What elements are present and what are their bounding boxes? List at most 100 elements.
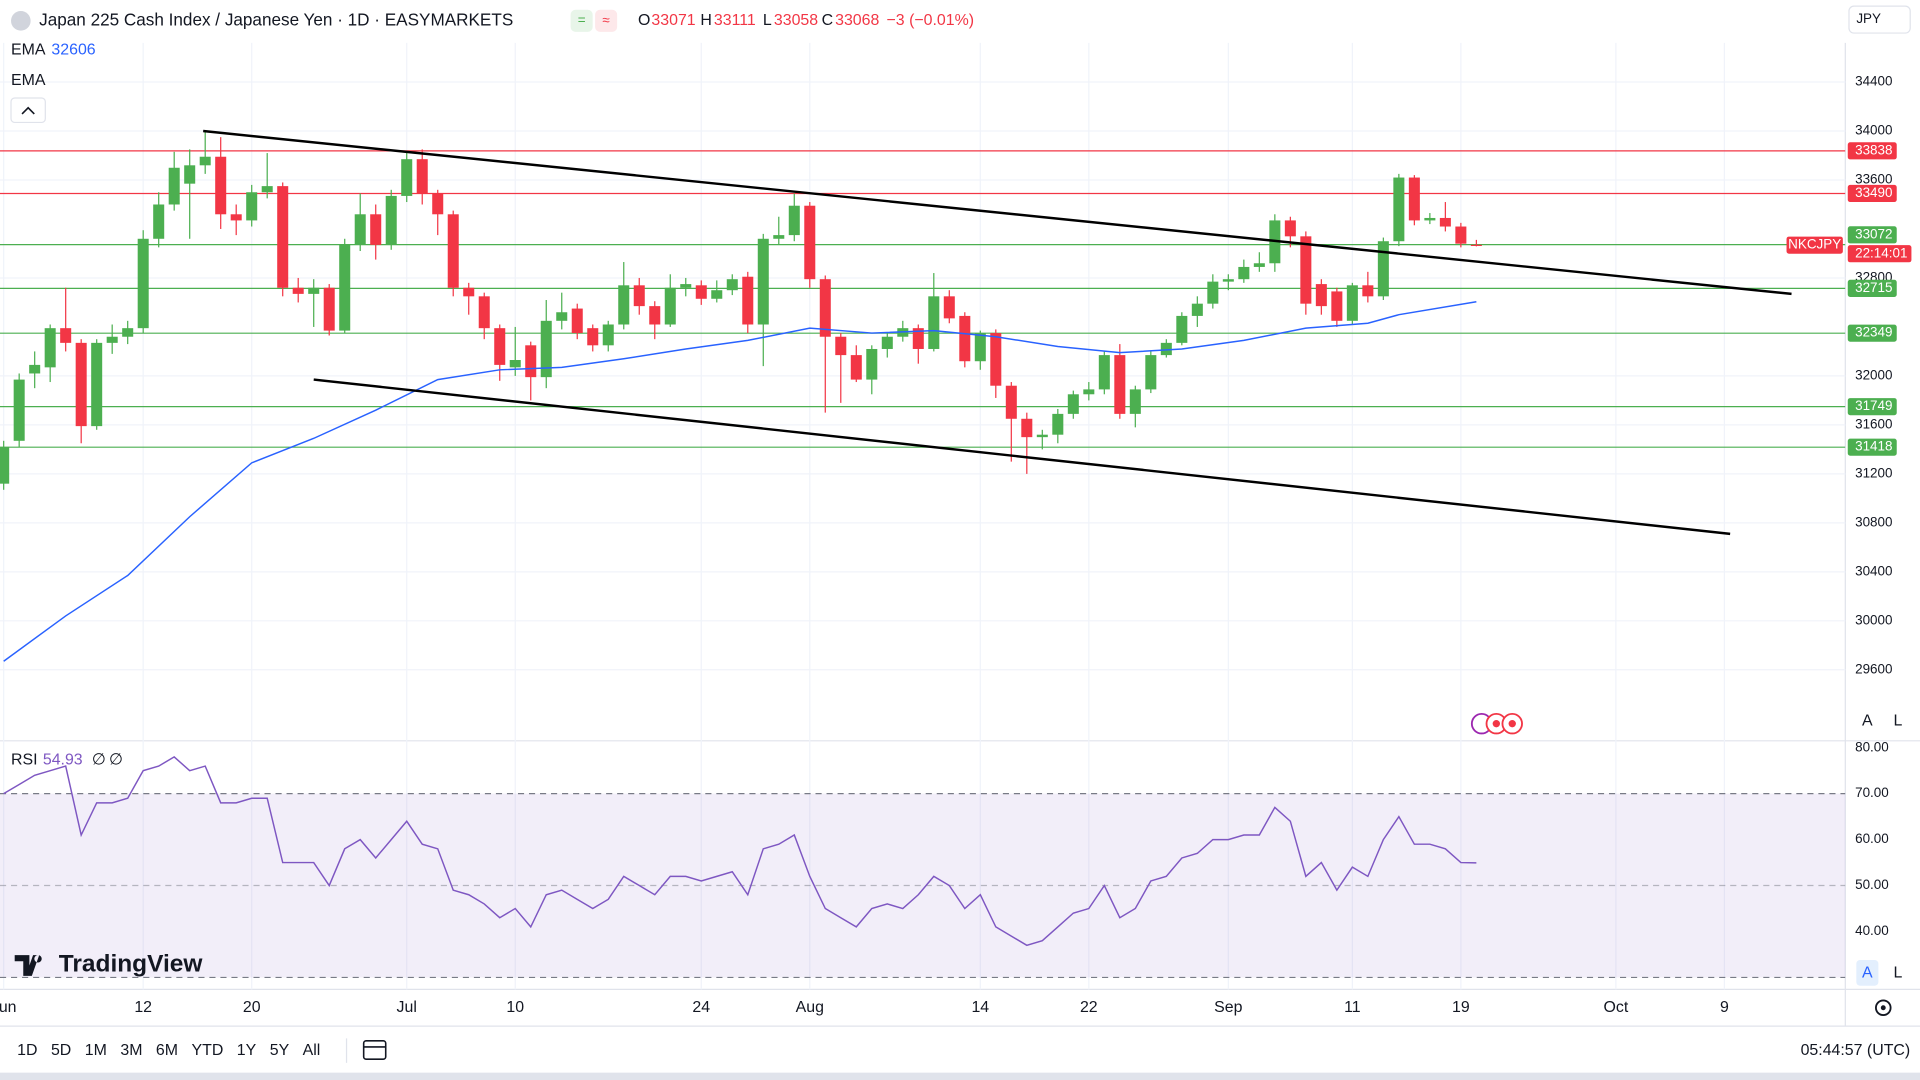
candle-body <box>680 284 692 288</box>
candle-body <box>928 296 940 349</box>
x-tick-label: Sep <box>1214 999 1242 1016</box>
level-label-box <box>1847 398 1897 416</box>
indicator-value: 32606 <box>51 41 95 58</box>
range-button[interactable]: All <box>303 1042 321 1059</box>
collapse-button[interactable] <box>10 97 46 124</box>
candle-body <box>91 342 103 427</box>
candle-body <box>943 296 955 319</box>
level-label-box <box>1847 324 1897 342</box>
candle-body <box>1470 244 1482 246</box>
candle-body <box>122 328 134 337</box>
sell-button[interactable] <box>595 9 618 32</box>
candle-body <box>1408 177 1420 221</box>
candle-body <box>370 214 382 245</box>
candle-body <box>432 193 444 215</box>
x-tick-label: 11 <box>1344 999 1361 1016</box>
candle-body <box>339 244 351 331</box>
ohlc-label: L <box>763 12 772 29</box>
candle-body <box>571 308 583 334</box>
buy-button[interactable] <box>570 9 593 32</box>
event-dot <box>1508 720 1516 728</box>
x-tick-label: 10 <box>506 999 524 1016</box>
y-tick-label: 29600 <box>1855 661 1892 676</box>
level-label: 33072 <box>1855 226 1892 241</box>
candle-body <box>230 214 242 221</box>
candle-body <box>990 333 1002 386</box>
candle-body <box>1145 355 1157 390</box>
y-tick-label: 30800 <box>1855 514 1892 529</box>
candle-body <box>1052 413 1064 435</box>
trend-line <box>203 129 1792 296</box>
x-tick-label: 19 <box>1452 999 1470 1016</box>
indicator-name: EMA <box>11 41 46 58</box>
range-button[interactable]: 5D <box>51 1042 71 1059</box>
range-button[interactable]: 6M <box>156 1042 178 1059</box>
currency-button[interactable] <box>1848 5 1911 34</box>
candle-body <box>60 328 72 343</box>
countdown: 22:14:01 <box>1855 245 1907 260</box>
level-label: 31749 <box>1855 398 1892 413</box>
symbol-tag-box <box>1786 236 1843 254</box>
candle-body <box>618 285 630 325</box>
candle-body <box>556 312 568 321</box>
auto-scale-button[interactable]: A <box>1862 965 1873 982</box>
level-label-box <box>1847 279 1897 297</box>
candle-body <box>711 290 723 299</box>
candle-body <box>1362 285 1374 297</box>
axes: Jun 12 20 Jul 10 24 Aug 14 22 Sep 11 19 Oct 9 29600 300… <box>0 74 1912 1016</box>
level-label: 33838 <box>1855 142 1892 157</box>
grid <box>0 42 1846 990</box>
x-tick-label: 20 <box>243 999 261 1016</box>
calendar-icon[interactable] <box>362 1040 387 1060</box>
range-button[interactable]: 1D <box>17 1042 37 1059</box>
candle-body <box>1315 284 1327 307</box>
auto-scale-button[interactable]: A <box>1862 712 1873 729</box>
ohlc-value: 33111 <box>714 12 756 29</box>
candle-body <box>1207 281 1219 304</box>
candle-body <box>308 287 320 294</box>
level-label: 33490 <box>1855 185 1892 200</box>
range-button[interactable]: 5Y <box>270 1042 290 1059</box>
range-button[interactable]: 3M <box>120 1042 142 1059</box>
candle-body <box>137 238 149 329</box>
candle-body <box>959 315 971 362</box>
ohlc-label: C <box>822 12 834 29</box>
symbol-icon <box>11 11 31 31</box>
settings-icon[interactable] <box>1875 999 1892 1017</box>
candle-body <box>1300 236 1312 304</box>
change: −3 (−0.01%) <box>887 12 975 29</box>
level-label: 31418 <box>1855 439 1892 454</box>
y-tick-label: 34000 <box>1855 123 1892 138</box>
symbol-title: Japan 225 Cash Index / Japanese Yen · 1D… <box>39 9 513 29</box>
rsi-tick-label: 60.00 <box>1855 831 1889 846</box>
candle-body <box>1114 355 1126 414</box>
x-tick-label: 9 <box>1720 999 1729 1016</box>
log-scale-button[interactable]: L <box>1894 712 1903 729</box>
candle-body <box>215 156 227 215</box>
candle-body <box>1284 220 1296 237</box>
candle-body <box>1083 389 1095 395</box>
candle-body <box>1191 303 1203 316</box>
indicator-name: EMA <box>11 72 46 89</box>
x-tick-label: Aug <box>796 999 824 1016</box>
level-label: 32715 <box>1855 280 1892 295</box>
range-button[interactable]: 1Y <box>237 1042 257 1059</box>
clock: 05:44:57 (UTC) <box>1801 1042 1911 1059</box>
rsi-value: 54.93 <box>43 752 83 769</box>
range-button[interactable]: YTD <box>192 1042 224 1059</box>
candle-body <box>261 186 273 193</box>
candle-body <box>1067 394 1079 414</box>
range-button[interactable]: 1M <box>85 1042 107 1059</box>
rsi-tick-label: 50.00 <box>1855 877 1889 892</box>
level-label: 32349 <box>1855 325 1892 340</box>
rsi-name: RSI <box>11 752 38 769</box>
level-label-box <box>1847 226 1897 244</box>
log-scale-button[interactable]: L <box>1894 965 1903 982</box>
brand-logo <box>14 955 42 976</box>
y-tick-label: 32000 <box>1855 367 1892 382</box>
candle-body <box>478 296 490 329</box>
candle-body <box>757 238 769 325</box>
candle-body <box>540 320 552 378</box>
candle-body <box>742 276 754 325</box>
level-label-box <box>1847 142 1897 160</box>
